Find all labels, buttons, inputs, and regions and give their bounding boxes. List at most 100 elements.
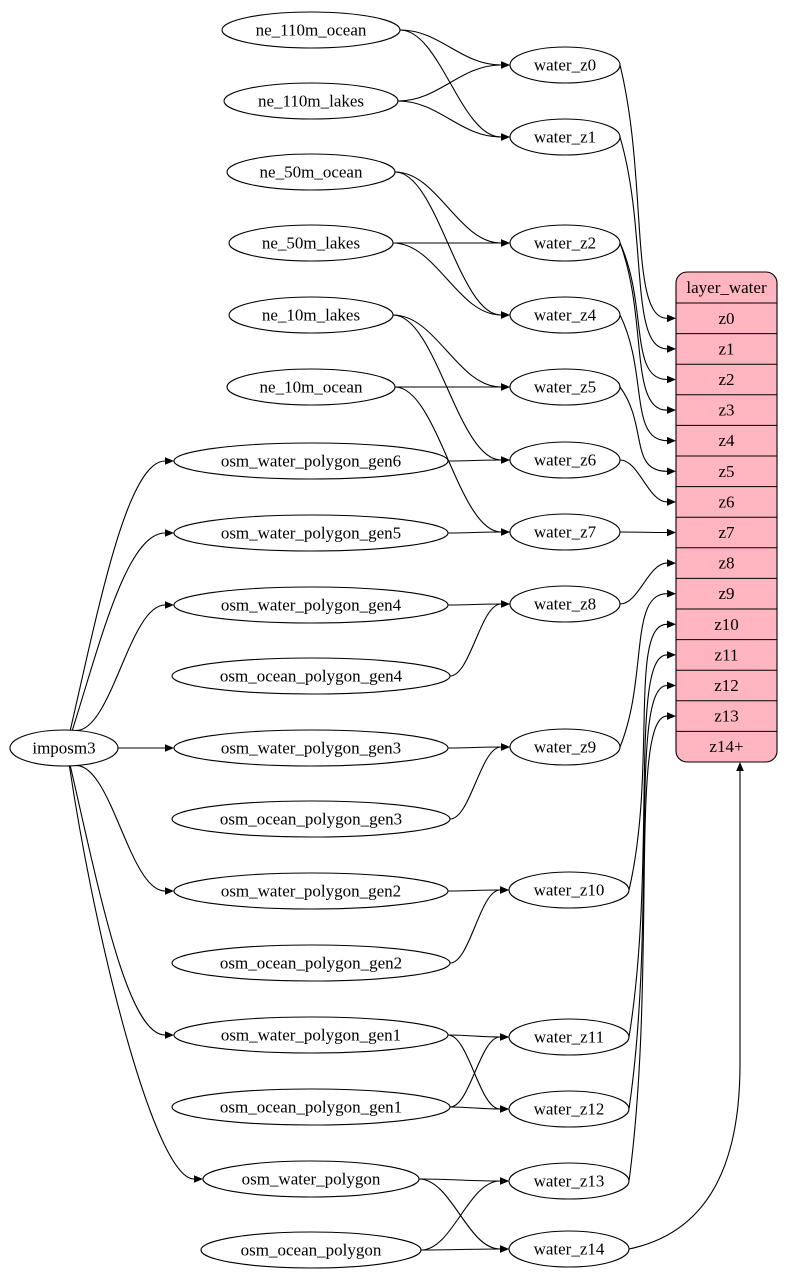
node-osm_ocean_polygon_gen2: osm_ocean_polygon_gen2: [171, 944, 451, 982]
water_z11-ellipse: [508, 1018, 630, 1056]
water_z8-label: water_z8: [534, 595, 596, 614]
arrowhead: [667, 589, 676, 598]
osm_ocean_polygon_gen3-label: osm_ocean_polygon_gen3: [220, 810, 402, 829]
record-row-z9: z9: [718, 584, 734, 603]
arrowhead: [667, 620, 676, 629]
edge-line: [418, 1178, 501, 1250]
edge-water_z2-z2: [619, 242, 676, 384]
osm_water_polygon-ellipse: [202, 1160, 420, 1198]
record-row-z4: z4: [718, 431, 735, 450]
edge-line: [447, 1034, 501, 1038]
arrowhead: [667, 681, 676, 690]
node-osm_water_polygon_gen2: osm_water_polygon_gen2: [173, 872, 449, 910]
edge-line: [399, 29, 502, 138]
arrowhead: [500, 1245, 509, 1253]
arrowhead: [500, 886, 509, 894]
edge-line: [449, 889, 501, 964]
edge-line: [394, 171, 502, 244]
osm_water_polygon_gen3-label: osm_water_polygon_gen3: [221, 739, 401, 758]
record-row-z7: z7: [718, 523, 735, 542]
edge-line: [449, 746, 502, 820]
ne_10m_ocean-label: ne_10m_ocean: [260, 378, 363, 397]
edge-line: [447, 1034, 501, 1110]
edge-line: [628, 654, 668, 1038]
edge-imposm3-osm_water_polygon_gen2: [76, 764, 174, 895]
edge-line: [628, 771, 741, 1250]
arrowhead: [501, 600, 510, 608]
node-ne_10m_lakes: ne_10m_lakes: [228, 296, 394, 334]
edge-line: [628, 715, 668, 1182]
ne_50m_ocean-ellipse: [226, 153, 396, 191]
record-row-z13: z13: [714, 707, 739, 726]
osm_water_polygon_gen2-label: osm_water_polygon_gen2: [221, 882, 401, 901]
node-water_z11: water_z11: [508, 1018, 630, 1056]
osm_water_polygon_gen5-ellipse: [173, 514, 449, 552]
record-row-z1: z1: [718, 339, 734, 358]
water_z14-ellipse: [508, 1230, 630, 1268]
imposm3-ellipse: [9, 729, 119, 767]
edge-osm_ocean_polygon-water_z14: [420, 1245, 509, 1253]
osm_water_polygon_gen4-label: osm_water_polygon_gen4: [221, 596, 402, 615]
node-imposm3: imposm3: [9, 729, 119, 767]
edge-line: [447, 746, 502, 749]
osm_ocean_polygon_gen2-label: osm_ocean_polygon_gen2: [220, 954, 402, 973]
water_z9-label: water_z9: [534, 738, 596, 757]
edge-line: [447, 889, 501, 892]
node-ne_10m_ocean: ne_10m_ocean: [226, 368, 396, 406]
node-water_z5: water_z5: [509, 368, 621, 406]
edge-line: [392, 314, 502, 388]
edge-ne_110m_lakes-water_z0: [397, 61, 510, 102]
water_z4-label: water_z4: [534, 306, 597, 325]
edge-line: [449, 1036, 501, 1108]
water_z10-ellipse: [508, 871, 630, 909]
arrowhead: [667, 436, 676, 445]
arrowhead: [500, 1177, 509, 1185]
water_z4-ellipse: [509, 296, 621, 334]
osm_ocean_polygon-label: osm_ocean_polygon: [241, 1241, 382, 1260]
edge-water_z0-z0: [619, 64, 676, 323]
edge-osm_ocean_polygon_gen1-water_z12: [449, 1105, 509, 1113]
edge-imposm3-osm_water_polygon: [68, 765, 203, 1183]
node-water_z6: water_z6: [509, 441, 621, 479]
osm_water_polygon-label: osm_water_polygon: [242, 1170, 381, 1189]
ne_110m_ocean-ellipse: [221, 11, 401, 49]
node-water_z8: water_z8: [509, 585, 621, 623]
edge-ne_50m_lakes-water_z2: [393, 239, 510, 247]
edge-water_z5-z5: [619, 386, 676, 476]
edge-imposm3-osm_water_polygon_gen3: [117, 744, 174, 752]
node-water_z13: water_z13: [508, 1162, 630, 1200]
node-osm_ocean_polygon_gen3: osm_ocean_polygon_gen3: [171, 800, 451, 838]
edge-imposm3-osm_water_polygon_gen6: [69, 457, 174, 731]
water_z9-ellipse: [509, 728, 621, 766]
water_z13-ellipse: [508, 1162, 630, 1200]
water_z7-ellipse: [509, 513, 621, 551]
arrowhead: [165, 1031, 174, 1039]
record-row-z5: z5: [718, 462, 734, 481]
water_z10-label: water_z10: [534, 881, 605, 900]
edge-water_z6-z6: [619, 459, 676, 506]
water_z6-ellipse: [509, 441, 621, 479]
edge-water_z7-z7: [619, 528, 676, 537]
osm_water_polygon_gen6-ellipse: [173, 442, 449, 480]
ne_10m_lakes-label: ne_10m_lakes: [262, 306, 360, 325]
ne_50m_lakes-label: ne_50m_lakes: [262, 234, 360, 253]
arrowhead: [501, 456, 510, 464]
arrowhead: [501, 133, 510, 141]
record-row-z12: z12: [714, 676, 739, 695]
edge-line: [449, 1106, 501, 1110]
edge-line: [447, 531, 502, 534]
edges-layer: [68, 29, 744, 1253]
edge-line: [397, 64, 502, 102]
edge-line: [619, 562, 668, 605]
ne_110m_lakes-label: ne_110m_lakes: [258, 92, 364, 111]
arrowhead: [667, 345, 676, 353]
node-water_z0: water_z0: [509, 46, 621, 84]
arrowhead: [667, 375, 676, 384]
edge-imposm3-osm_water_polygon_gen4: [76, 601, 174, 732]
arrowhead: [501, 61, 510, 69]
node-ne_50m_ocean: ne_50m_ocean: [226, 153, 396, 191]
arrowhead: [667, 406, 676, 414]
edge-line: [392, 242, 502, 316]
edge-water_z4-z4: [619, 314, 676, 445]
water_z1-ellipse: [509, 118, 621, 156]
